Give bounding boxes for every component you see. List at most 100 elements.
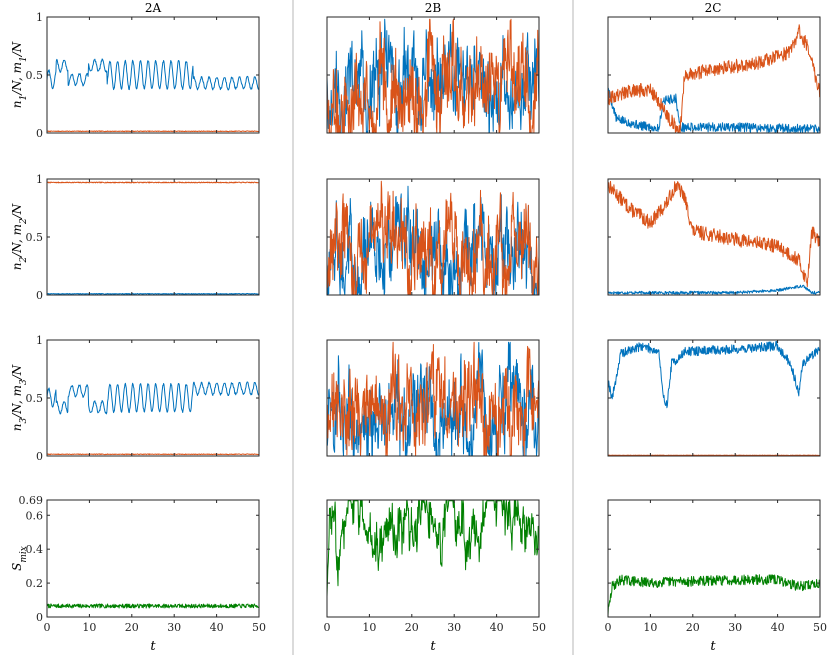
y-tick-label: 1 xyxy=(36,173,43,186)
ylabel-part: 1 xyxy=(19,56,29,62)
series-line-m xyxy=(47,130,259,133)
panel-2B-row2 xyxy=(326,178,540,296)
x-tick-label: 40 xyxy=(490,621,504,634)
x-tick-label: 30 xyxy=(447,621,461,634)
x-tick-label: 50 xyxy=(252,621,266,634)
row-ylabel-3: n3/N, m3/N xyxy=(10,364,29,431)
row-ylabel-1: n1/N, m1/N xyxy=(10,41,29,108)
panel-2B-row3 xyxy=(326,339,540,457)
panel-2A-row3: 00.51 xyxy=(26,334,260,463)
y-tick-label: 0 xyxy=(36,127,43,140)
x-tick-label: 10 xyxy=(362,621,376,634)
series-group xyxy=(47,181,259,295)
xlabel-2C: t xyxy=(710,639,716,654)
series-group xyxy=(608,340,820,456)
ylabel-part: 2 xyxy=(19,257,29,264)
x-tick-label: 10 xyxy=(643,621,657,634)
ylabel-part: /N xyxy=(10,364,24,380)
axes-frame xyxy=(46,339,260,457)
series-group xyxy=(327,500,539,597)
row-ylabel-2: n2/N, m2/N xyxy=(10,203,29,270)
xlabel-2B: t xyxy=(430,639,436,654)
axes-frame xyxy=(607,178,821,296)
y-tick-label: 0 xyxy=(36,450,43,463)
ylabel-part: 1 xyxy=(19,95,29,101)
x-tick-label: 20 xyxy=(405,621,419,634)
axes-frame xyxy=(607,16,821,134)
series-group xyxy=(327,180,539,295)
series-line-n xyxy=(608,284,820,295)
x-tick-label: 30 xyxy=(167,621,181,634)
x-tick-label: 40 xyxy=(210,621,224,634)
ylabel-part: /N, m xyxy=(10,224,24,258)
series-line-m xyxy=(608,180,820,288)
x-tick-label: 30 xyxy=(728,621,742,634)
series-line-n xyxy=(47,293,259,295)
panel-2B-row4: 0 10 20 30 40 50 xyxy=(324,499,546,634)
column-title-2A: 2A xyxy=(145,1,162,15)
panel-2A-row1: 00.51 xyxy=(26,11,260,140)
panel-2A-row4: 0 0.2 0.4 0.6 0.69 0 10 20 30 40 50 xyxy=(19,494,267,634)
series-line-m xyxy=(608,24,820,133)
x-tick-label: 0 xyxy=(605,621,612,634)
series-line-m xyxy=(327,180,539,295)
axes-frame xyxy=(46,178,260,296)
column-separators xyxy=(292,0,574,655)
x-tick-label: 0 xyxy=(324,621,331,634)
x-tick-label: 10 xyxy=(82,621,96,634)
series-group xyxy=(327,341,539,456)
series-line-n xyxy=(47,381,259,415)
y-tick-label: 0.5 xyxy=(26,69,44,82)
ylabel-part: /N, m xyxy=(10,62,24,96)
x-tick-label: 40 xyxy=(771,621,785,634)
row-ylabel-4: Smix xyxy=(10,546,29,571)
ylabel-part: S xyxy=(10,563,24,571)
y-tick-label: 1 xyxy=(36,334,43,347)
axes-frame xyxy=(607,499,821,618)
axes-frame xyxy=(326,499,540,618)
series-group xyxy=(327,18,539,133)
x-tick-label: 50 xyxy=(813,621,827,634)
column-titles: 2A 2B 2C xyxy=(145,1,722,15)
ylabel-part: n xyxy=(10,101,24,109)
series-line-n xyxy=(327,185,539,295)
series-line-m xyxy=(47,453,259,456)
column-title-2C: 2C xyxy=(705,1,722,15)
x-tick-label: 20 xyxy=(125,621,139,634)
series-group xyxy=(47,58,259,133)
series-group xyxy=(47,603,259,609)
axes-frame xyxy=(607,339,821,457)
y-tick-label: 0.5 xyxy=(26,392,44,405)
y-tick-label: 0.6 xyxy=(26,509,44,522)
series-line-m xyxy=(47,181,259,184)
ylabel-part: 3 xyxy=(19,379,29,385)
column-title-2B: 2B xyxy=(425,1,442,15)
ylabel-part: 2 xyxy=(19,218,29,225)
ylabel-part: /N xyxy=(10,203,24,219)
x-tick-label: 0 xyxy=(44,621,51,634)
ylabel-part: /N, m xyxy=(10,385,24,419)
series-group xyxy=(608,574,820,617)
y-tick-label: 0 xyxy=(36,611,43,624)
series-line-n xyxy=(47,58,259,91)
axes-frame xyxy=(46,499,260,618)
series-line-n xyxy=(608,340,820,409)
series-group xyxy=(608,24,820,133)
y-tick-label: 0.69 xyxy=(19,494,44,507)
ylabel-part: /N xyxy=(10,41,24,57)
panel-2C-row4: 0 10 20 30 40 50 xyxy=(605,499,827,634)
panel-2C-row1 xyxy=(607,16,821,134)
y-tick-label: 0.4 xyxy=(26,543,44,556)
x-tick-label: 50 xyxy=(532,621,546,634)
panel-2B-row1 xyxy=(326,16,540,134)
panel-2C-row3 xyxy=(607,339,821,457)
y-tick-label: 0 xyxy=(36,289,43,302)
series-line-m xyxy=(327,341,539,456)
panel-2A-row2: 00.51 xyxy=(26,173,260,302)
y-tick-label: 0.5 xyxy=(26,231,44,244)
series-line-entropy xyxy=(608,574,820,617)
series-line-m xyxy=(327,18,539,133)
